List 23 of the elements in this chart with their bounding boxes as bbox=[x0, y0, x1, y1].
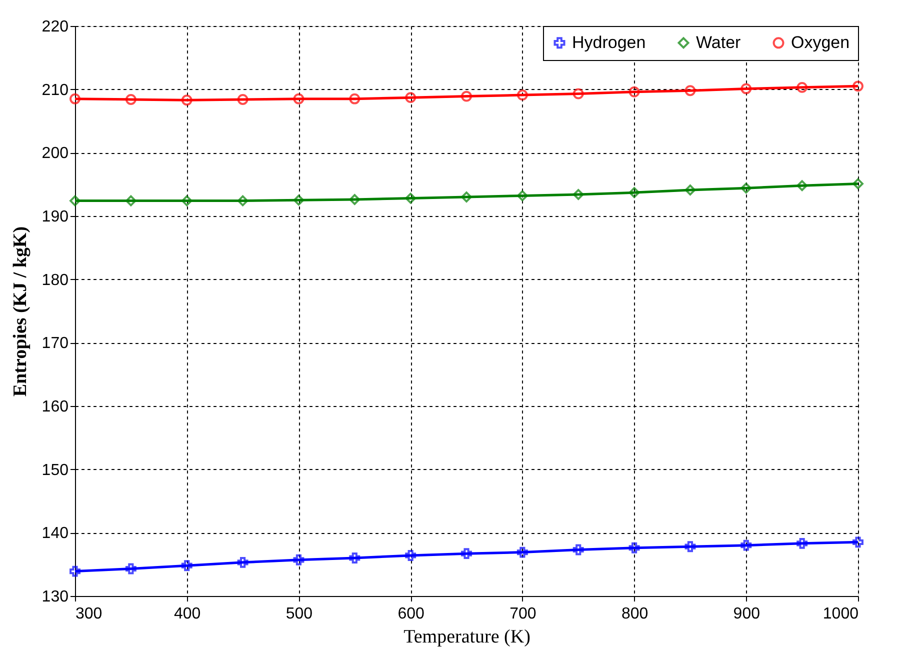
y-tick-label: 200 bbox=[42, 145, 69, 162]
y-tick-label: 220 bbox=[42, 18, 69, 36]
y-tick-label: 130 bbox=[42, 588, 69, 606]
y-tick-label: 170 bbox=[42, 335, 69, 352]
legend-label: Oxygen bbox=[791, 32, 850, 52]
x-tick-label: 600 bbox=[398, 606, 425, 622]
y-axis-title: Entropies (KJ / kgK) bbox=[10, 226, 31, 397]
y-tick-label: 160 bbox=[42, 398, 69, 416]
y-tick-label: 210 bbox=[42, 82, 69, 99]
x-tick-label: 900 bbox=[733, 606, 760, 622]
x-tick-label: 300 bbox=[76, 606, 102, 622]
y-tick-label: 180 bbox=[42, 272, 69, 289]
y-tick-label: 150 bbox=[42, 462, 69, 479]
y-tick-label: 190 bbox=[42, 208, 69, 226]
x-tick-label: 500 bbox=[286, 606, 313, 622]
x-tick-label: 700 bbox=[510, 606, 536, 622]
x-tick-label: 800 bbox=[621, 606, 648, 622]
legend-label: Water bbox=[696, 32, 742, 52]
y-tick-label: 140 bbox=[42, 525, 69, 542]
x-axis-title: Temperature (K) bbox=[404, 626, 530, 648]
x-tick-label: 1000 bbox=[822, 606, 859, 622]
legend-label: Hydrogen bbox=[572, 32, 646, 52]
x-tick-label: 400 bbox=[174, 606, 201, 622]
